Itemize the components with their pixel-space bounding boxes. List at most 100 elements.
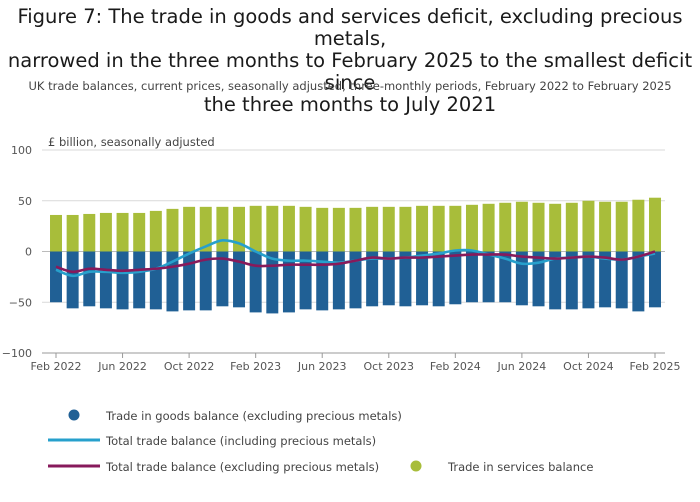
bar-services — [632, 199, 645, 252]
bar-goods — [399, 251, 412, 307]
x-tick-label: Feb 2023 — [230, 360, 281, 373]
bar-services — [282, 205, 295, 252]
bar-services — [582, 200, 595, 252]
bar-layer — [50, 197, 661, 314]
bar-goods — [99, 251, 112, 309]
bar-services — [366, 206, 379, 252]
chart-title: Figure 7: The trade in goods and service… — [0, 6, 700, 116]
x-tick-label: Oct 2022 — [164, 360, 215, 373]
bar-goods — [649, 251, 661, 308]
legend-label-goods: Trade in goods balance (excluding precio… — [106, 409, 402, 423]
bar-goods — [66, 251, 79, 309]
bar-services — [199, 206, 212, 252]
bar-services — [316, 207, 329, 252]
bar-services — [399, 206, 412, 252]
bar-services — [515, 201, 528, 252]
bar-services — [532, 202, 545, 252]
bar-services — [83, 213, 96, 252]
bar-services — [116, 212, 129, 252]
bar-services — [549, 203, 562, 252]
bar-services — [233, 206, 246, 252]
bar-goods — [166, 251, 179, 312]
bar-services — [482, 203, 495, 252]
bar-goods — [449, 251, 462, 305]
bar-goods — [233, 251, 246, 308]
bar-goods — [565, 251, 578, 310]
legend-label-total-excl: Total trade balance (excluding precious … — [106, 460, 380, 474]
line-layer — [55, 238, 656, 278]
title-line-3: the three months to July 2021 — [203, 93, 497, 116]
bar-goods — [116, 251, 129, 310]
bar-goods — [50, 251, 62, 303]
bar-services — [266, 205, 279, 252]
bar-goods — [499, 251, 512, 303]
x-axis-layer: Feb 2022 Jun 2022 Oct 2022 Feb 2023 Jun 2023… — [31, 352, 681, 373]
bar-services — [416, 205, 429, 252]
bar-goods — [549, 251, 562, 310]
x-tick-label: Oct 2024 — [563, 360, 614, 373]
bar-services — [50, 214, 62, 252]
bar-goods — [282, 251, 295, 313]
x-tick-label: Feb 2022 — [31, 360, 82, 373]
chart-subtitle: UK trade balances, current prices, seaso… — [28, 79, 672, 93]
bar-goods — [349, 251, 362, 309]
bar-goods — [83, 251, 96, 307]
bar-goods — [432, 251, 445, 307]
x-tick-label: Jun 2024 — [497, 360, 547, 373]
legend-label-total-incl: Total trade balance (including precious … — [106, 434, 377, 448]
x-tick-label: Feb 2024 — [430, 360, 481, 373]
x-tick-label: Jun 2022 — [97, 360, 147, 373]
bar-goods — [599, 251, 612, 308]
bar-goods — [366, 251, 379, 307]
services-swatch-icon — [410, 460, 422, 472]
title-line-1: Figure 7: The trade in goods and service… — [17, 5, 683, 50]
bar-services — [499, 202, 512, 252]
bar-goods — [216, 251, 229, 307]
y-tick-label: −50 — [9, 296, 32, 309]
x-tick-label: Feb 2025 — [630, 360, 681, 373]
bar-goods — [632, 251, 645, 312]
bar-goods — [482, 251, 495, 303]
bar-services — [615, 201, 628, 252]
bar-goods — [332, 251, 345, 310]
total-excl-swatch-icon — [48, 464, 100, 468]
legend-label-services: Trade in services balance — [448, 460, 594, 474]
x-tick-label: Oct 2023 — [364, 360, 415, 373]
bar-goods — [149, 251, 162, 310]
bar-services — [149, 210, 162, 252]
bar-goods — [532, 251, 545, 307]
bar-goods — [382, 251, 395, 306]
title-line-2: narrowed in the three months to February… — [7, 49, 693, 94]
x-tick-label: Jun 2023 — [297, 360, 347, 373]
y-tick-label: −100 — [2, 347, 32, 360]
bar-services — [649, 197, 661, 252]
y-tick-label: 100 — [11, 144, 32, 157]
bar-services — [99, 212, 112, 252]
y-axis-label: £ billion, seasonally adjusted — [48, 135, 215, 149]
goods-swatch-icon — [68, 409, 80, 421]
bar-goods — [582, 251, 595, 309]
bar-goods — [515, 251, 528, 306]
bar-goods — [199, 251, 212, 311]
bar-goods — [316, 251, 329, 311]
bar-goods — [133, 251, 146, 309]
bar-services — [332, 207, 345, 252]
bar-services — [599, 201, 612, 252]
bar-goods — [249, 251, 262, 313]
bar-goods — [266, 251, 279, 314]
bar-goods — [183, 251, 196, 311]
line-total-excl — [55, 250, 656, 274]
chart-svg: £ billion, seasonally adjusted 100 50 0 −50… — [2, 135, 681, 373]
bar-services — [449, 205, 462, 252]
bar-services — [382, 206, 395, 252]
total-incl-swatch-icon — [48, 438, 100, 442]
bar-services — [216, 206, 229, 252]
bar-services — [299, 206, 312, 252]
bar-goods — [299, 251, 312, 310]
bar-services — [249, 205, 262, 252]
bar-services — [66, 214, 79, 252]
y-tick-layer: 100 50 0 −50 −100 — [2, 144, 32, 360]
bar-goods — [416, 251, 429, 306]
bar-goods — [615, 251, 628, 309]
bar-services — [166, 208, 179, 252]
